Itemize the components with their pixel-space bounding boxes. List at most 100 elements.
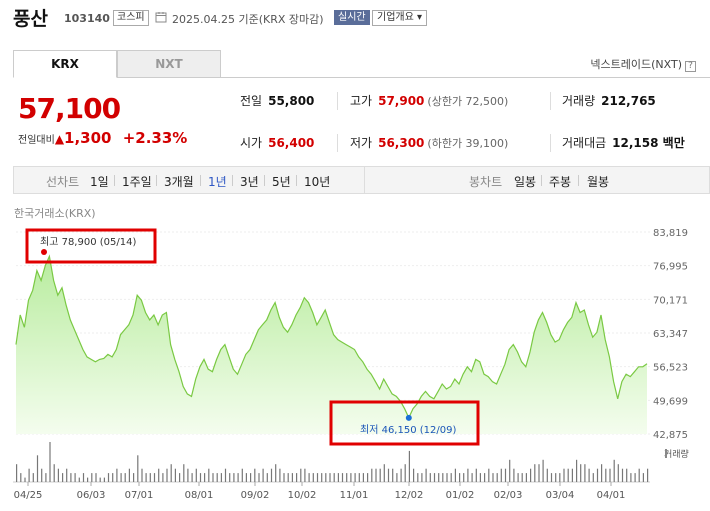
divider [550, 134, 551, 152]
period-1w[interactable]: 1주일 [122, 175, 152, 189]
volume-bar [124, 473, 126, 482]
change-percent: +2.33% [122, 129, 188, 147]
current-price: 57,100 [18, 92, 121, 125]
tab-nxt[interactable]: NXT [117, 50, 221, 78]
volume-bar [509, 459, 511, 482]
price-chart[interactable]: 83,819 76,995 70,171 63,347 56,523 49,699 42,8… [0, 220, 710, 511]
volume-bar [99, 477, 101, 482]
volume-bar [250, 473, 252, 482]
x-tick-label: 11/01 [340, 490, 369, 501]
stat-label: 거래대금 [562, 136, 607, 150]
volume-bar [571, 468, 573, 482]
stat-value: 56,300 [378, 136, 425, 150]
volume-bar [158, 468, 160, 482]
period-5y[interactable]: 5년 [272, 175, 291, 189]
volume-bar [62, 473, 64, 482]
volume-bar [149, 473, 151, 482]
volume-bar [530, 468, 532, 482]
candle-monthly[interactable]: 월봉 [587, 175, 610, 189]
candle-daily[interactable]: 일봉 [514, 175, 537, 189]
x-tick-label: 03/04 [546, 490, 575, 501]
nxt-link[interactable]: 넥스트레이드(NXT)? [590, 56, 696, 72]
tab-krx[interactable]: KRX [13, 50, 117, 78]
volume-bar [375, 468, 377, 482]
stat-label: 고가 [350, 94, 373, 108]
volume-bar [517, 473, 519, 482]
volume-bar [74, 473, 76, 482]
period-10y[interactable]: 10년 [304, 175, 331, 189]
volume-bar [245, 473, 247, 482]
volume-bar [258, 473, 260, 482]
chart-period-tabs: 선차트 1일 1주일 3개월 1년 3년 5년 10년 봉차트 일봉 주봉 월봉 [13, 166, 710, 194]
x-tick-label: 06/03 [77, 490, 106, 501]
volume-bar [567, 468, 569, 482]
volume-bar [621, 468, 624, 482]
volume-bar [613, 459, 615, 482]
volume-bar [254, 468, 256, 482]
volume-bar [166, 468, 168, 482]
volume-bar [408, 450, 410, 482]
volume-bar [296, 473, 298, 482]
separator [232, 175, 233, 186]
volume-bar [609, 468, 611, 482]
volume-bar [233, 473, 235, 482]
volume-bar [596, 468, 599, 482]
volume-bar [592, 473, 594, 482]
period-3m[interactable]: 3개월 [164, 175, 194, 189]
volume-bar [204, 473, 206, 482]
volume-bar [279, 468, 281, 482]
volume-bar [304, 468, 306, 482]
volume-bar [57, 468, 59, 482]
period-1d[interactable]: 1일 [90, 175, 109, 189]
volume-bar [91, 473, 93, 482]
period-1y[interactable]: 1년 [208, 175, 227, 189]
volume-bars [13, 442, 650, 483]
x-tick-label: 08/01 [185, 490, 214, 501]
company-info-dropdown[interactable]: 기업개요 ▾ [372, 10, 427, 26]
volume-bar [371, 468, 373, 482]
separator [264, 175, 265, 186]
price-line [15, 254, 648, 420]
nxt-link-label[interactable]: 넥스트레이드(NXT) [590, 58, 682, 71]
volume-bar [550, 473, 553, 482]
volume-bar [174, 468, 176, 482]
volume-bar [638, 468, 640, 482]
period-3y[interactable]: 3년 [240, 175, 259, 189]
line-chart-label: 선차트 [46, 175, 80, 189]
candle-chart-label: 봉차트 [469, 175, 503, 189]
volume-bar [32, 473, 34, 482]
volume-bar [559, 473, 561, 482]
y-tick-label: 56,523 [653, 363, 688, 374]
realtime-button[interactable]: 실시간 [334, 10, 370, 25]
volume-bar [392, 468, 394, 482]
up-arrow-icon: ▲ [54, 132, 65, 146]
volume-bar [241, 468, 243, 482]
volume-bar [471, 473, 473, 482]
separator [114, 175, 115, 186]
volume-bar [191, 473, 193, 482]
volume-bar [82, 473, 85, 482]
volume-bar [463, 473, 465, 482]
volume-bar [333, 473, 335, 482]
stat-amount: 거래대금 12,158 백만 [562, 134, 685, 151]
volume-bar [321, 473, 323, 482]
volume-bar [337, 473, 339, 482]
volume-bar [362, 473, 364, 482]
reference-date: 2025.04.25 기준(KRX 장마감) [172, 13, 324, 26]
price-area: 57,100 전일대비▲1,300 +2.33% [18, 92, 187, 147]
candle-weekly[interactable]: 주봉 [549, 175, 572, 189]
volume-bar [53, 464, 55, 482]
volume-bar [450, 473, 452, 482]
high-marker [41, 249, 47, 255]
volume-bar [630, 473, 632, 482]
volume-bar [488, 468, 490, 482]
volume-bar [605, 468, 607, 482]
help-icon[interactable]: ? [685, 61, 696, 72]
x-tick-label: 01/02 [446, 490, 475, 501]
x-tick-label: 10/02 [288, 490, 317, 501]
volume-bar [103, 477, 105, 482]
price-area-fill [16, 256, 647, 434]
volume-bar [555, 473, 557, 482]
volume-bar [484, 473, 486, 482]
volume-bar [45, 473, 47, 482]
